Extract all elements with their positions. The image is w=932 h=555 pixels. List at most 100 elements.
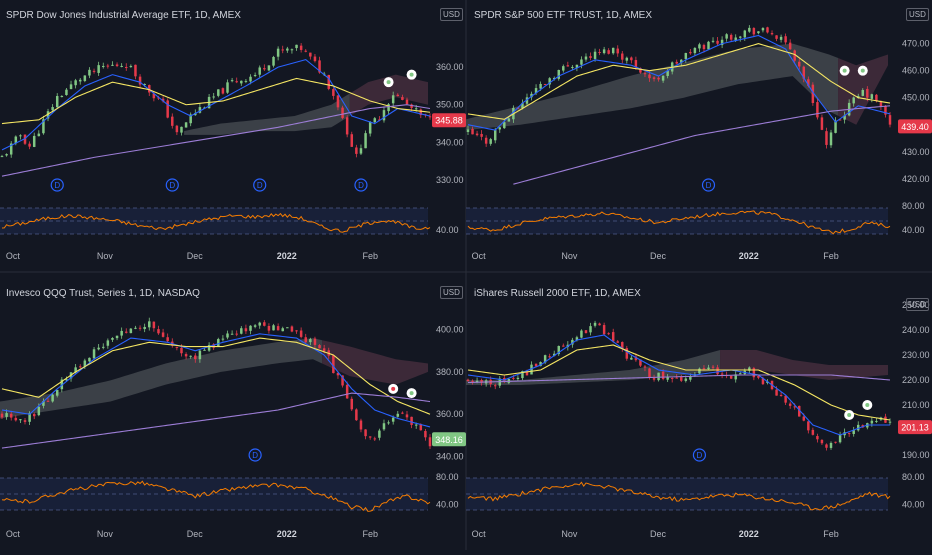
candle-up [489,139,492,144]
candle-down [14,417,18,421]
candle-down [779,394,783,396]
candle-up [74,367,77,373]
signal-marker-dot [865,403,870,407]
moving-average-ma_slow [467,344,891,421]
candle-down [212,344,215,348]
cloud-bull [184,93,350,135]
price-axis-tick: 400.00 [436,325,464,335]
candle-down [493,385,497,387]
candle-up [580,330,583,338]
rsi-line [1,212,431,233]
candle-down [336,372,340,376]
time-axis-tick: Dec [187,529,204,539]
candle-up [129,66,133,68]
price-axis-tick: 350.00 [436,100,464,110]
candle-down [643,366,647,368]
candle-up [761,28,765,31]
dividend-marker [165,178,179,192]
candle-down [290,326,294,332]
rsi-axis-tick: 40.00 [902,499,925,509]
candle-down [788,403,792,406]
candle-up [101,346,105,348]
candle-up [602,49,606,54]
candle-up [743,30,747,38]
candle-up [19,419,22,421]
candle-up [267,65,271,71]
candle-up [83,360,87,367]
candle-down [428,437,432,447]
candle-down [281,49,284,51]
price-axis-tick: 450.00 [902,93,930,103]
candle-up [0,156,4,158]
candle-down [875,94,878,101]
candle-down [295,330,298,332]
currency-badge-spy-right[interactable]: USD [906,8,929,21]
candle-up [55,96,59,108]
last-price-box [432,113,466,128]
last-price-label: 201.13 [901,423,929,433]
candle-down [616,341,619,343]
signal-marker-dot [860,68,865,73]
candle-down [157,329,160,334]
time-axis-tick: Oct [6,529,21,539]
candle-up [207,345,211,351]
dividend-marker-label: D [252,451,258,460]
candle-down [788,42,792,50]
candle-up [391,95,395,104]
candle-up [666,70,669,76]
time-axis-tick: Nov [561,529,578,539]
candle-down [761,378,765,385]
candle-up [711,40,715,42]
candle-up [875,420,878,422]
candle-down [175,346,179,348]
currency-badge-qqq[interactable]: USD [440,286,463,299]
candle-up [829,442,833,448]
candle-up [120,65,123,67]
price-axis-tick: 380.00 [436,367,464,377]
price-axis-tick: 250.00 [902,300,930,310]
candle-down [834,441,837,443]
time-axis-tick: Feb [362,529,378,539]
dividend-marker-label: D [54,181,60,190]
candle-up [414,108,418,110]
candle-down [634,60,638,68]
moving-average-ma_long [513,105,891,185]
price-axis-tick: 190.00 [902,450,930,460]
candle-down [401,97,404,100]
candle-down [304,50,307,52]
candle-up [373,118,377,123]
cloud-bear [720,350,888,380]
candle-down [562,345,565,347]
candle-down [355,409,358,421]
candle-up [230,333,234,335]
candle-up [60,379,64,390]
candle-down [396,94,400,97]
candle-down [879,101,883,107]
candle-up [115,335,119,339]
currency-badge-iwm[interactable]: USD [906,298,929,311]
moving-average-ma_long [1,104,431,177]
candle-up [707,41,710,50]
candle-down [410,416,413,425]
candle-down [152,93,156,99]
chart-panel-0: D D D D 330.00 340.00 350.00 360.00 345.88 40.00 O… [0,43,466,261]
time-axis-tick: Oct [472,529,487,539]
last-price-box [898,119,932,134]
rsi-axis-tick: 80.00 [436,472,459,482]
candle-up [120,330,123,336]
candle-up [88,69,91,76]
candle-down [341,107,344,119]
candle-down [322,348,326,351]
price-axis-tick: 230.00 [902,350,930,360]
moving-average-ma_long [467,374,891,384]
candle-down [332,355,335,374]
candle-down [9,413,13,418]
candle-down [235,81,238,83]
currency-badge-spy[interactable]: USD [440,8,463,21]
candle-down [364,429,367,437]
candle-down [884,106,887,115]
rsi-axis-tick: 40.00 [902,225,925,235]
candle-down [341,375,344,386]
candle-up [661,75,665,81]
